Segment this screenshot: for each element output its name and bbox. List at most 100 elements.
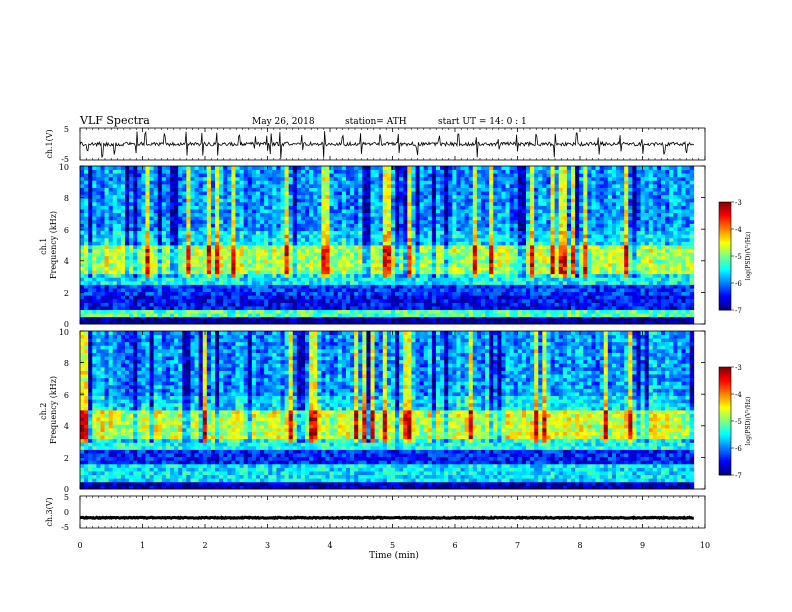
spectrogram-cell [215, 306, 220, 311]
spectrogram-cell [468, 212, 474, 217]
spectrogram-cell [309, 248, 314, 253]
spectrogram-cell [427, 223, 433, 228]
spectrogram-cell [505, 173, 511, 178]
spectrogram-cell [517, 173, 523, 178]
spectrogram-cell [493, 166, 498, 170]
spectrogram-cell [157, 227, 163, 232]
spectrogram-cell [386, 209, 392, 214]
spectrogram-cell [382, 176, 388, 181]
spectrogram-cell [354, 245, 359, 249]
spectrogram-cell [472, 302, 478, 307]
spectrogram-cell [411, 205, 416, 210]
spectrogram-cell [243, 255, 249, 260]
spectrogram-cell [509, 302, 515, 307]
spectrogram-cell [525, 212, 531, 217]
spectrogram-cell [116, 205, 122, 210]
spectrogram-cell [276, 291, 281, 296]
spectrogram-cell [206, 209, 212, 214]
spectrogram-cell [296, 166, 302, 170]
spectrogram-cell [247, 277, 253, 282]
spectrogram-cell [525, 201, 531, 206]
spectrogram-cell [403, 166, 408, 170]
spectrogram-cell [210, 219, 216, 224]
spectrogram-cell [497, 216, 502, 221]
spectrogram-cell [403, 313, 408, 318]
spectrogram-cell [165, 173, 171, 178]
spectrogram-cell [345, 227, 351, 232]
spectrogram-cell [407, 320, 412, 325]
spectrogram-cell [460, 169, 466, 174]
spectrogram-cell [255, 255, 261, 260]
spectrogram-cell [80, 173, 85, 178]
spectrogram-cell [157, 209, 163, 214]
spectrogram-cell [468, 291, 474, 296]
spectrogram-cell [186, 173, 191, 178]
spectrogram-cell [390, 266, 396, 271]
spectrogram-cell [472, 209, 478, 214]
spectrogram-cell [489, 166, 494, 170]
spectrogram-cell [464, 270, 470, 275]
spectrogram-cell [141, 262, 146, 267]
spectrogram-cell [149, 291, 155, 296]
spectrogram-cell [435, 212, 441, 217]
spectrogram-cell [243, 169, 249, 174]
spectrogram-cell [358, 262, 363, 267]
spectrogram-cell [534, 266, 539, 271]
spectrogram-cell [403, 191, 408, 196]
spectrogram-cell [345, 234, 351, 239]
spectrogram-cell [497, 288, 502, 293]
spectrogram-cell [178, 320, 183, 325]
spectrogram-cell [88, 309, 93, 314]
spectrogram-cell [517, 316, 523, 321]
spectrogram-cell [354, 316, 359, 321]
spectrogram-cell [264, 273, 269, 278]
spectrogram-cell [464, 194, 470, 199]
spectrogram-cell [489, 209, 494, 214]
spectrogram-cell [403, 284, 408, 289]
spectrogram-cell [497, 209, 502, 214]
spectrogram-cell [223, 176, 228, 181]
spectrogram-cell [411, 273, 416, 278]
spectrogram-cell [358, 288, 363, 293]
spectrogram-cell [386, 270, 392, 275]
spectrogram-cell [317, 216, 322, 221]
spectrogram-cell [137, 291, 142, 296]
spectrogram-cell [116, 291, 122, 296]
spectrogram-cell [133, 248, 138, 253]
spectrogram-cell [460, 262, 466, 267]
spectrogram-cell [235, 230, 240, 235]
spectrogram-cell [460, 291, 466, 296]
spectrogram-cell [153, 241, 159, 246]
spectrogram-cell [141, 295, 146, 300]
spectrogram-cell [321, 266, 326, 271]
spectrogram-cell [309, 270, 314, 275]
spectrogram-cell [170, 277, 175, 282]
spectrogram-cell [178, 216, 183, 221]
spectrogram-cell [300, 309, 306, 314]
spectrogram-cell [219, 280, 224, 285]
spectrogram-cell [509, 320, 515, 325]
spectrogram-cell [227, 245, 232, 249]
spectrogram-cell [427, 295, 433, 300]
spectrogram-cell [133, 187, 138, 192]
spectrogram-cell [239, 191, 245, 196]
spectrogram-cell [260, 198, 265, 203]
spectrogram-cell [170, 302, 175, 307]
spectrogram-cell [489, 237, 494, 242]
spectrogram-cell [480, 262, 486, 267]
spectrogram-cell [231, 291, 236, 296]
spectrogram-cell [419, 216, 425, 221]
spectrogram-cell [444, 280, 449, 285]
spectrogram-cell [370, 316, 375, 321]
spectrogram-cell [170, 291, 175, 296]
spectrogram-cell [202, 230, 208, 235]
spectrogram-cell [141, 302, 146, 307]
spectrogram-cell [419, 284, 425, 289]
spectrogram-cell [341, 183, 347, 188]
spectrogram-cell [513, 216, 519, 221]
spectrogram-cell [219, 180, 224, 185]
spectrogram-cell [243, 273, 249, 278]
spectrogram-cell [186, 230, 191, 235]
spectrogram-cell [243, 201, 249, 206]
spectrogram-cell [325, 291, 330, 296]
